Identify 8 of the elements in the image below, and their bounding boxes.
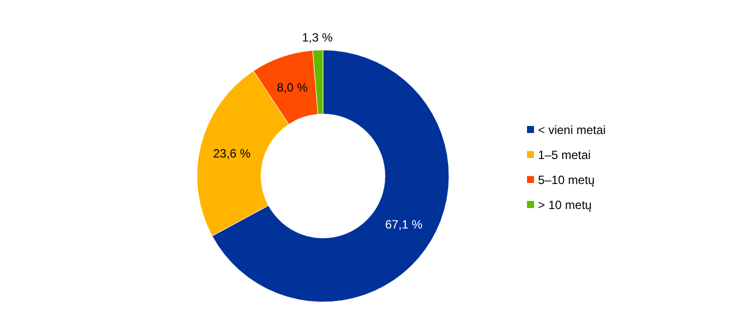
data-label: 23,6 %	[213, 146, 251, 160]
data-label: 8,0 %	[276, 80, 308, 94]
legend-label: 1–5 metai	[538, 148, 591, 162]
data-label: 1,3 %	[302, 30, 333, 44]
data-label: 67,1 %	[385, 217, 423, 232]
legend-label: > 10 metų	[538, 198, 592, 212]
legend-label: < vieni metai	[538, 123, 606, 138]
legend-label: 5–10 metų	[538, 173, 596, 188]
